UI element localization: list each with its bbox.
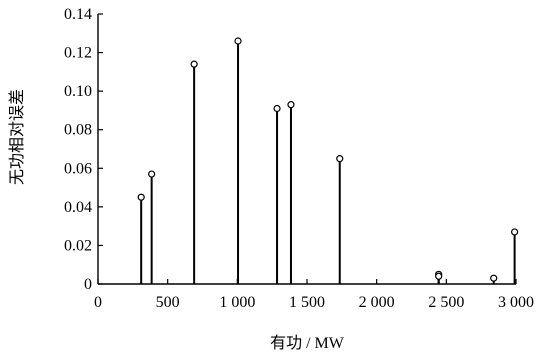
x-tick-label: 500 <box>156 294 180 311</box>
y-axis-title: 无功相对误差 <box>8 89 26 185</box>
y-tick-label: 0.02 <box>64 237 92 254</box>
stem-marker <box>336 155 344 163</box>
y-tick-labels: 0 0.02 0.04 0.06 0.08 0.10 0.12 0.14 <box>64 6 92 293</box>
y-tick-label: 0.04 <box>64 199 92 216</box>
stem-marker <box>234 37 242 45</box>
x-tick-label: 2 500 <box>428 294 464 311</box>
x-axis-title: 有功 / MW <box>270 334 345 352</box>
y-tick-label: 0.10 <box>64 83 92 100</box>
y-tick-label: 0.08 <box>64 122 92 139</box>
chart-stems <box>140 41 516 284</box>
x-tick-label: 3 000 <box>498 294 534 311</box>
x-tick-labels: 0 500 1 000 1 500 2 000 2 500 3 000 <box>94 294 534 311</box>
chart-markers <box>137 37 519 282</box>
y-tick-label: 0.12 <box>64 45 92 62</box>
stem-marker <box>190 60 198 68</box>
y-tick-label: 0.06 <box>64 160 92 177</box>
stem-marker <box>435 272 443 280</box>
x-tick-label: 1 000 <box>219 294 255 311</box>
stem-marker <box>148 170 156 178</box>
stem-marker <box>137 193 145 201</box>
x-tick-label: 0 <box>94 294 102 311</box>
stem-marker <box>287 101 295 109</box>
x-tick-label: 1 500 <box>289 294 325 311</box>
y-tick-label: 0 <box>84 276 92 293</box>
y-tick-label: 0.14 <box>64 6 92 23</box>
stem-marker <box>273 104 281 113</box>
stem-marker <box>511 228 519 236</box>
chart-axes <box>97 13 517 285</box>
stem-marker <box>490 274 498 282</box>
x-tick-label: 2 000 <box>359 294 395 311</box>
